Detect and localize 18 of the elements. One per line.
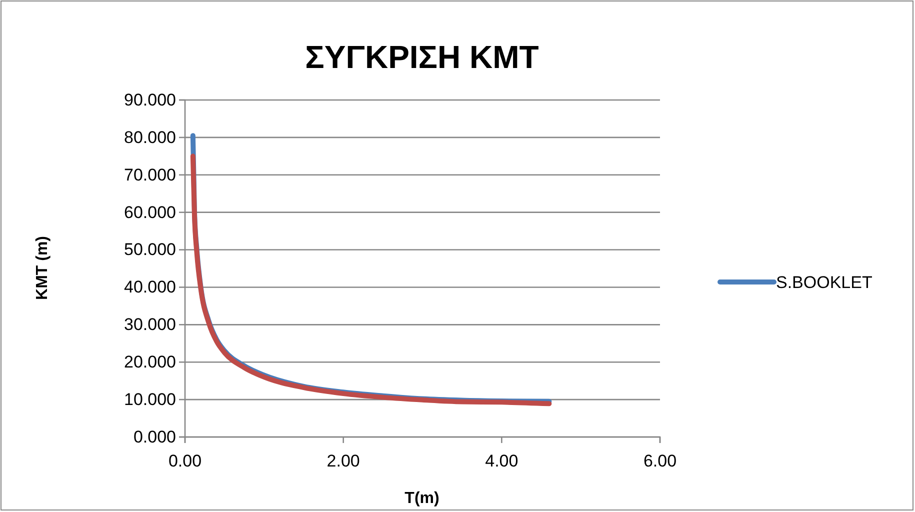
- y-tick-label: 40.000: [124, 278, 176, 297]
- y-tick-label: 90.000: [124, 90, 176, 110]
- x-axis-title: T(m): [404, 490, 440, 507]
- chart-title: ΣΥΓΚΡΙΣΗ ΚΜΤ: [305, 39, 540, 75]
- y-axis-title: KMT (m): [34, 236, 51, 300]
- y-tick-label: 80.000: [124, 128, 176, 147]
- legend-label: S.BOOKLET: [776, 273, 872, 292]
- x-tick-label: 4.00: [485, 451, 518, 470]
- y-tick-label: 20.000: [124, 352, 176, 372]
- x-tick-label: 0.00: [168, 451, 202, 470]
- y-tick-label: 50.000: [124, 240, 176, 260]
- y-tick-label: 30.000: [124, 315, 176, 334]
- y-tick-label: 70.000: [124, 165, 176, 184]
- y-tick-label: 0.000: [133, 427, 176, 446]
- x-tick-label: 2.00: [326, 451, 360, 470]
- y-tick-label: 60.000: [124, 202, 176, 222]
- x-tick-label: 6.00: [643, 451, 677, 470]
- y-tick-label: 10.000: [124, 390, 176, 409]
